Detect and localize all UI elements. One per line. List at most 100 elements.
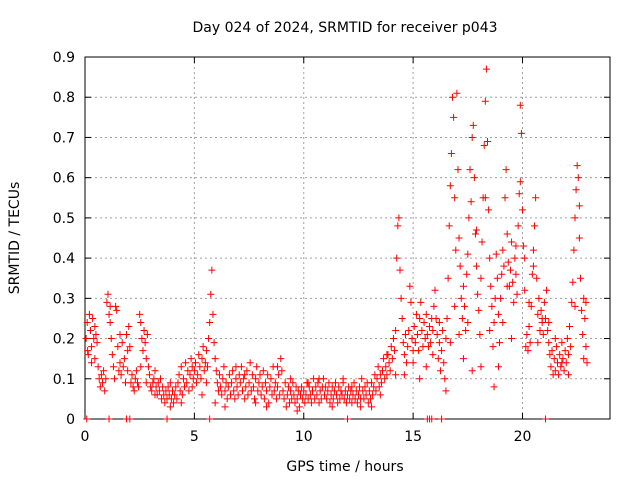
data-point <box>451 194 459 202</box>
data-point <box>429 327 437 335</box>
data-point <box>139 347 147 355</box>
data-point <box>208 266 216 274</box>
data-point <box>188 363 196 371</box>
data-point <box>331 379 339 387</box>
data-point <box>198 355 206 363</box>
data-point <box>433 331 441 339</box>
data-point <box>504 258 512 266</box>
data-point <box>537 306 545 314</box>
data-point <box>368 379 376 387</box>
data-point <box>264 371 272 379</box>
data-point <box>582 298 590 306</box>
data-point <box>199 343 207 351</box>
data-point <box>438 347 446 355</box>
data-point <box>427 339 435 347</box>
data-point <box>477 363 485 371</box>
data-point <box>480 141 488 149</box>
data-point <box>383 351 391 359</box>
data-point <box>275 371 283 379</box>
data-point <box>465 214 473 222</box>
data-point <box>435 339 443 347</box>
data-point <box>261 379 269 387</box>
data-point <box>545 318 553 326</box>
data-point <box>134 379 141 387</box>
data-point <box>501 194 509 202</box>
data-point <box>558 359 566 367</box>
data-point <box>350 379 358 387</box>
data-point <box>241 371 249 379</box>
data-point <box>519 206 526 214</box>
data-point <box>202 379 210 387</box>
data-point <box>189 375 197 383</box>
data-point <box>566 322 574 330</box>
x-tick-label: 10 <box>295 429 313 445</box>
data-point <box>407 298 415 306</box>
data-point <box>177 399 185 407</box>
data-point <box>306 391 314 399</box>
data-point <box>375 383 383 391</box>
data-point <box>486 327 494 335</box>
data-point <box>174 379 182 387</box>
data-point <box>414 331 421 339</box>
data-point <box>100 367 108 375</box>
data-point <box>307 399 315 407</box>
data-point <box>322 383 330 391</box>
data-point <box>156 375 164 383</box>
data-point <box>494 310 502 318</box>
data-point <box>359 387 367 395</box>
data-point <box>416 314 424 322</box>
data-point <box>83 318 91 326</box>
data-point <box>124 367 132 375</box>
data-point <box>101 387 109 395</box>
data-point <box>499 246 507 254</box>
data-point <box>326 399 334 407</box>
data-point <box>561 347 569 355</box>
data-point <box>194 371 202 379</box>
data-point <box>400 351 408 359</box>
data-point <box>430 302 438 310</box>
data-point <box>397 294 405 302</box>
data-point <box>154 379 162 387</box>
data-point <box>503 282 511 290</box>
data-point <box>531 222 539 230</box>
data-point <box>383 371 391 379</box>
data-point <box>244 391 252 399</box>
data-point <box>364 399 372 407</box>
data-point <box>140 327 148 335</box>
data-point <box>385 359 393 367</box>
data-point <box>581 314 589 322</box>
data-point <box>525 322 533 330</box>
data-point <box>520 242 528 250</box>
data-point <box>527 302 535 310</box>
data-point <box>315 399 323 407</box>
data-point <box>247 387 255 395</box>
data-point <box>348 383 356 391</box>
data-point <box>352 387 360 395</box>
data-point <box>93 339 101 347</box>
data-point <box>116 359 124 367</box>
data-point <box>151 391 159 399</box>
data-point <box>536 327 544 335</box>
data-point <box>130 387 138 395</box>
data-point <box>113 306 121 314</box>
data-point <box>96 383 104 391</box>
data-point <box>580 355 588 363</box>
data-point <box>344 415 351 423</box>
data-point <box>243 367 251 375</box>
data-point <box>249 383 257 391</box>
data-point <box>330 387 338 395</box>
data-point <box>108 351 116 359</box>
data-point <box>508 238 516 246</box>
data-point <box>538 314 546 322</box>
data-point <box>291 399 299 407</box>
data-point <box>377 379 385 387</box>
data-point <box>142 379 150 387</box>
x-tick-label: 5 <box>190 429 199 445</box>
data-point <box>205 335 213 343</box>
data-point <box>230 387 238 395</box>
data-point <box>232 363 240 371</box>
data-point <box>214 387 222 395</box>
data-point <box>469 121 477 129</box>
data-point <box>396 266 404 274</box>
data-point <box>449 93 456 101</box>
